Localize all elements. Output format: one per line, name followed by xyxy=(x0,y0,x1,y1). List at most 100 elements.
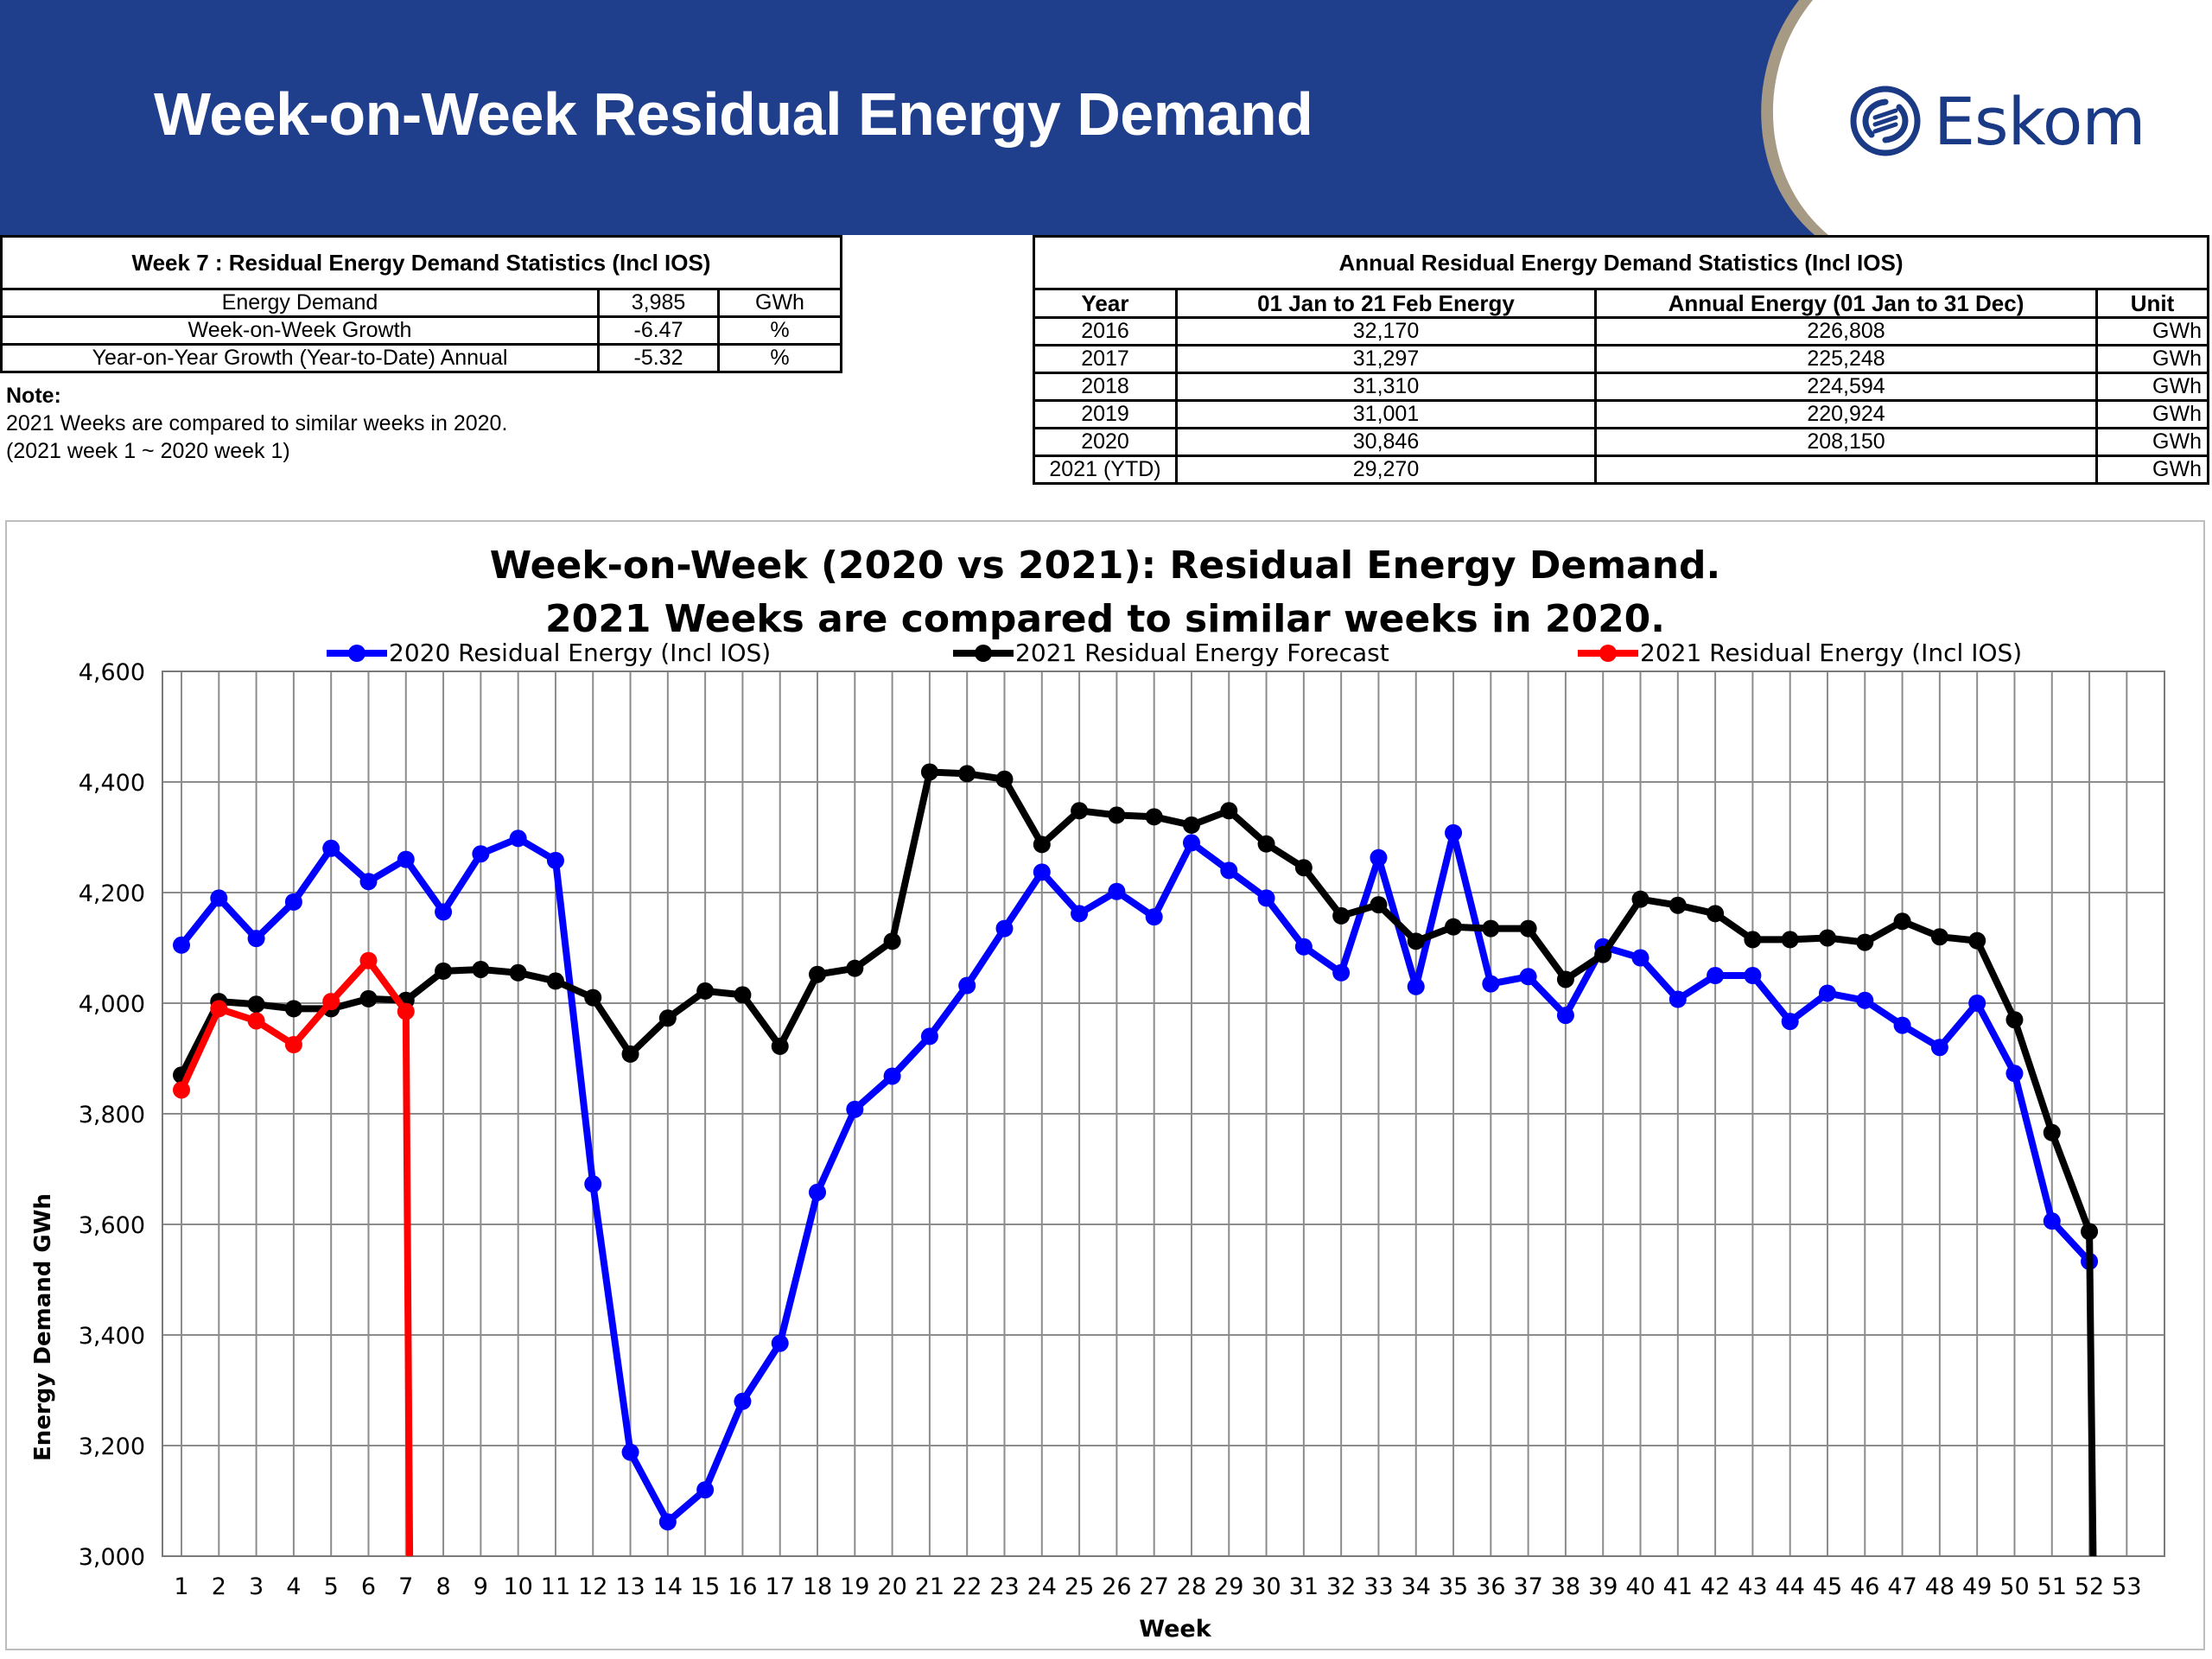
x-tick-label: 39 xyxy=(1588,1573,1618,1600)
data-point xyxy=(546,851,564,869)
data-point xyxy=(696,1481,715,1499)
y-tick-label: 3,400 xyxy=(79,1323,145,1350)
data-point xyxy=(1445,823,1463,842)
data-point xyxy=(584,1175,602,1193)
x-tick-label: 49 xyxy=(1962,1573,1992,1600)
header-banner: Week-on-Week Residual Energy Demand Esko… xyxy=(0,0,2212,235)
chart-title: Week-on-Week (2020 vs 2021): Residual En… xyxy=(490,543,1721,588)
stat-unit: GWh xyxy=(717,288,842,318)
x-tick-label: 51 xyxy=(2037,1573,2067,1600)
x-tick-label: 50 xyxy=(1999,1573,2029,1600)
x-tick-label: 5 xyxy=(324,1573,339,1600)
x-tick-label: 46 xyxy=(1850,1573,1879,1600)
data-point xyxy=(621,1045,639,1063)
chart-legend: 2020 Residual Energy (Incl IOS) 2021 Resi… xyxy=(327,639,2022,667)
x-tick-label: 45 xyxy=(1813,1573,1842,1600)
data-point xyxy=(1294,938,1313,956)
data-point xyxy=(472,960,490,978)
x-tick-label: 42 xyxy=(1700,1573,1730,1600)
y-tick-label: 4,400 xyxy=(79,770,145,797)
data-point xyxy=(846,1100,864,1118)
legend-marker xyxy=(1599,645,1617,662)
data-point xyxy=(584,988,602,1007)
legend-item: 2021 Residual Energy (Incl IOS) xyxy=(1578,639,2022,667)
data-point xyxy=(1930,1039,1948,1057)
chart-subtitle: 2021 Weeks are compared to similar weeks… xyxy=(545,597,1665,641)
data-point xyxy=(1108,882,1126,900)
data-point xyxy=(435,903,453,921)
series-2 xyxy=(173,763,2099,1557)
data-point xyxy=(1631,890,1649,908)
data-point xyxy=(1707,905,1725,923)
x-tick-label: 27 xyxy=(1139,1573,1168,1600)
data-point xyxy=(173,1081,190,1099)
x-tick-label: 19 xyxy=(840,1573,869,1600)
data-point xyxy=(1370,849,1388,867)
data-point xyxy=(771,1037,789,1055)
data-point xyxy=(658,1009,677,1027)
data-point xyxy=(1332,906,1351,925)
data-point xyxy=(1744,967,1762,984)
data-point xyxy=(771,1334,789,1352)
data-point xyxy=(1556,1007,1574,1025)
y-tick-label: 3,000 xyxy=(79,1544,145,1571)
x-tick-label: 32 xyxy=(1326,1573,1356,1600)
ytd-energy-cell: 31,001 xyxy=(1175,399,1597,429)
x-tick-label: 53 xyxy=(2112,1573,2141,1600)
x-tick-label: 29 xyxy=(1214,1573,1243,1600)
stat-unit: % xyxy=(717,343,842,373)
x-tick-label: 24 xyxy=(1027,1573,1057,1600)
data-point xyxy=(397,1002,415,1020)
x-tick-label: 8 xyxy=(435,1573,450,1600)
data-point xyxy=(359,951,378,969)
table-row: 2019 31,001 220,924 GWh xyxy=(1033,399,2209,429)
ytd-energy-cell: 30,846 xyxy=(1175,427,1597,457)
data-point xyxy=(696,982,715,1000)
data-point xyxy=(1220,802,1238,820)
note-line: (2021 week 1 ~ 2020 week 1) xyxy=(6,439,290,463)
y-tick-label: 3,200 xyxy=(79,1433,145,1460)
data-point xyxy=(284,1036,302,1053)
y-tick-label: 3,600 xyxy=(79,1212,145,1239)
data-point xyxy=(883,932,901,950)
data-point xyxy=(1071,905,1089,923)
x-tick-label: 33 xyxy=(1363,1573,1393,1600)
data-point xyxy=(1257,889,1275,907)
data-point xyxy=(247,1012,265,1030)
data-point xyxy=(472,845,490,863)
data-point xyxy=(1482,919,1500,938)
annual-energy-cell: 220,924 xyxy=(1594,399,2098,429)
note-heading: Note: xyxy=(6,384,61,408)
unit-cell: GWh xyxy=(2095,427,2209,457)
data-point xyxy=(995,770,1014,788)
x-tick-label: 38 xyxy=(1551,1573,1580,1600)
table-row: 2018 31,310 224,594 GWh xyxy=(1033,372,2209,402)
legend-item: 2020 Residual Energy (Incl IOS) xyxy=(327,639,771,667)
x-tick-label: 48 xyxy=(1925,1573,1955,1600)
x-tick-label: 17 xyxy=(766,1573,795,1600)
series-line xyxy=(178,829,2093,1526)
data-point xyxy=(1033,863,1051,881)
legend-item: 2021 Residual Energy Forecast xyxy=(953,639,1389,667)
data-point xyxy=(809,965,827,983)
x-tick-label: 10 xyxy=(503,1573,532,1600)
y-tick-label: 3,800 xyxy=(79,1102,145,1128)
data-point xyxy=(1968,995,1986,1012)
x-tick-label: 43 xyxy=(1738,1573,1767,1600)
data-point xyxy=(2005,1011,2024,1029)
y-axis-label: Energy Demand GWh xyxy=(30,1193,56,1461)
x-axis-label: Week xyxy=(1139,1616,1211,1643)
chart-axes: 3,000 3,200 3,400 3,600 3,800 4,000 4,200 4,400… xyxy=(79,659,2165,1600)
data-point xyxy=(2005,1065,2024,1083)
table-row: 2016 32,170 226,808 GWh xyxy=(1033,316,2209,346)
year-cell: 2019 xyxy=(1033,399,1178,429)
data-point xyxy=(1257,835,1275,853)
data-point xyxy=(1182,834,1200,852)
series-1 xyxy=(173,823,2099,1531)
data-point xyxy=(958,976,976,995)
data-point xyxy=(1818,984,1836,1002)
x-tick-label: 20 xyxy=(877,1573,906,1600)
data-point xyxy=(734,986,752,1004)
series-line xyxy=(178,768,2097,1557)
x-tick-label: 31 xyxy=(1289,1573,1319,1600)
